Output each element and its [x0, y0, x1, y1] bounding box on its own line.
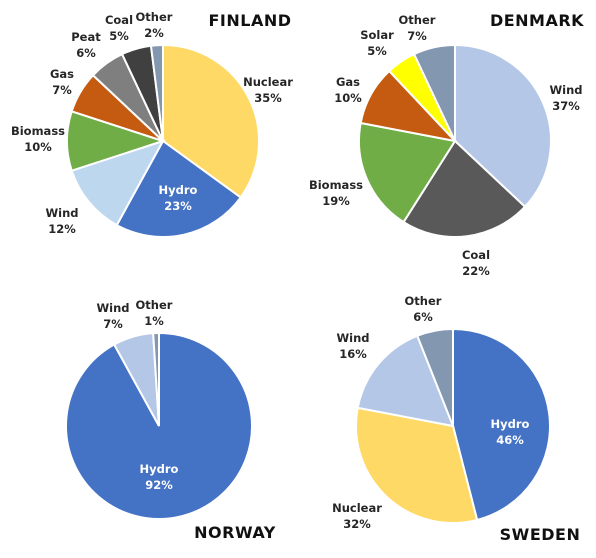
pie-slice-other: [149, 43, 164, 142]
slice-label-nuclear: Nuclear 32%: [332, 501, 382, 531]
pie-slice-other: [415, 327, 454, 427]
slice-label-wind: Wind 37%: [549, 83, 582, 113]
pie-slice-biomass: [358, 121, 457, 224]
pie-slice-wind: [70, 139, 166, 227]
slice-label-wind: Wind 12%: [45, 206, 78, 236]
pie-slice-hydro: [115, 139, 243, 239]
slice-label-hydro: Hydro 92%: [140, 462, 179, 492]
chart-title-norway: NORWAY: [194, 523, 276, 542]
slice-label-solar: Solar 5%: [360, 28, 394, 58]
pie-slice-coal: [402, 139, 527, 239]
pie-chart-denmark: Wind 37% Coal 22% Biomass 19% Gas 10% Solar 5%Oth…: [309, 11, 584, 278]
slice-label-wind: Wind 16%: [336, 331, 369, 361]
pie-slice-hydro: [452, 327, 551, 522]
pie-chart-sweden: Hydro 46% Nuclear 32% Wind 16% Other 6% SWEDEN: [332, 294, 580, 544]
slice-label-hydro: Hydro 23%: [159, 183, 198, 213]
pie-slice-wind: [356, 334, 455, 428]
slice-label-biomass: Biomass 19%: [309, 178, 363, 208]
pie-slice-nuclear: [162, 43, 260, 199]
slice-label-other: Other 1%: [136, 298, 173, 328]
pie-chart-norway: Hydro 92% Wind 7%Other 1% NORWAY: [65, 298, 276, 542]
pie-slice-wind: [454, 43, 552, 209]
slice-label-gas: Gas 10%: [334, 75, 362, 105]
slice-label-coal: Coal 22%: [462, 248, 490, 278]
slice-label-other: Other 6%: [405, 294, 442, 324]
slice-label-coal: Coal 5%: [105, 13, 133, 43]
slice-label-peat: Peat 6%: [71, 30, 101, 60]
slice-label-other: Other 2%: [136, 10, 173, 40]
pie-chart-finland: Nuclear 35% Hydro 23% Wind 12% Biomass 10% Gas 7%…: [11, 10, 293, 239]
chart-title-denmark: DENMARK: [490, 11, 584, 30]
pie-slice-nuclear: [355, 406, 479, 524]
pie-slice-other: [152, 331, 160, 427]
chart-title-sweden: SWEDEN: [500, 525, 581, 544]
slice-label-gas: Gas 7%: [50, 67, 74, 97]
slice-label-wind: Wind 7%: [96, 301, 129, 331]
slice-label-biomass: Biomass 10%: [11, 124, 65, 154]
pie-slice-other: [412, 43, 456, 142]
slice-label-other: Other 7%: [399, 13, 436, 43]
slice-label-hydro: Hydro 46%: [491, 417, 530, 447]
slice-label-nuclear: Nuclear 35%: [243, 75, 293, 105]
chart-title-finland: FINLAND: [208, 11, 291, 30]
